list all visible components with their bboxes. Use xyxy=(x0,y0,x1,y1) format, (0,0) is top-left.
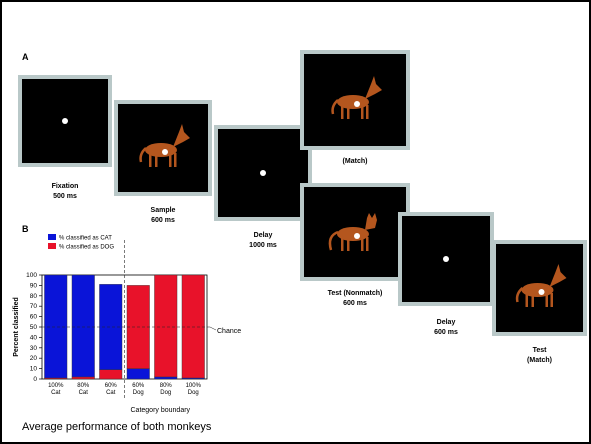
x-tick-label: 80% Cat xyxy=(77,383,90,396)
animal-leg xyxy=(366,105,369,119)
x-tick-label: 100% Cat xyxy=(48,383,64,396)
animal-tail xyxy=(331,99,339,115)
bar-segment xyxy=(154,274,178,378)
animal-head xyxy=(365,213,377,230)
fixation-dot xyxy=(62,118,68,124)
bar-segment xyxy=(71,376,95,380)
animal-leg xyxy=(361,105,364,119)
animal-head xyxy=(549,264,567,287)
legend-label: % classified as DOG xyxy=(59,245,114,251)
leader xyxy=(209,326,217,331)
bar-segment xyxy=(99,369,123,380)
legend-swatch xyxy=(48,234,56,240)
stimulus-label: Delay xyxy=(253,232,273,239)
annotation: Chance xyxy=(217,328,241,335)
animal-tail xyxy=(139,147,147,163)
y-tick-label: 10 xyxy=(30,366,38,373)
fixation-dot xyxy=(162,149,168,155)
y-tick-label: 20 xyxy=(30,355,38,362)
fixation-dot xyxy=(354,233,360,239)
annotation: Category boundary xyxy=(131,407,191,414)
animal-leg xyxy=(169,153,172,167)
y-axis-label: Percent classified xyxy=(13,297,20,357)
stimulus-label: Delay xyxy=(436,319,456,326)
y-tick-label: 0 xyxy=(33,376,37,383)
x-tick-label: 60% Cat xyxy=(104,383,117,396)
panel-label: B xyxy=(22,224,29,234)
stimulus-label: 600 ms xyxy=(434,329,458,336)
animal-leg xyxy=(341,237,344,251)
stimulus-label: Fixation xyxy=(51,183,79,190)
x-tick-label: 100% Dog xyxy=(185,383,201,396)
y-tick-label: 40 xyxy=(30,334,38,341)
x-tick-label: 60% Dog xyxy=(132,383,145,396)
stimulus-screen xyxy=(300,183,410,281)
animal-leg xyxy=(341,105,344,119)
animal-leg xyxy=(531,293,534,307)
stimulus-label: 600 ms xyxy=(343,300,367,307)
stimulus-label: Test xyxy=(532,347,547,354)
animal-leg xyxy=(545,293,548,307)
legend-label: % classified as CAT xyxy=(59,236,112,242)
animal-head xyxy=(365,76,382,99)
animal-leg xyxy=(550,293,553,307)
bar-segment xyxy=(181,274,205,379)
y-tick-label: 70 xyxy=(30,303,38,310)
animal-leg xyxy=(347,105,350,119)
bar-segment xyxy=(71,274,95,378)
animal-leg xyxy=(347,237,350,251)
y-tick-label: 80 xyxy=(30,293,38,300)
stimulus-label: 600 ms xyxy=(151,217,175,224)
fixation-dot xyxy=(443,256,449,262)
animal-tail xyxy=(515,287,524,303)
stimulus-screen xyxy=(114,100,212,196)
legend-swatch xyxy=(48,243,56,249)
bar-segment xyxy=(126,368,150,380)
animal-head xyxy=(173,124,190,147)
stimulus-label: 500 ms xyxy=(53,193,77,200)
y-tick-label: 90 xyxy=(30,282,38,289)
stimulus-label: 1000 ms xyxy=(249,242,277,249)
y-tick-label: 60 xyxy=(30,314,38,321)
animal-tail xyxy=(328,230,339,251)
stimulus-label: Test (Nonmatch) xyxy=(327,290,383,297)
x-tick-label: 80% Dog xyxy=(159,383,172,396)
animal-leg xyxy=(174,153,177,167)
stimulus-screen xyxy=(300,50,410,150)
fixation-dot xyxy=(538,289,545,295)
fixation-dot xyxy=(260,170,266,176)
stimulus-label: (Match) xyxy=(527,357,552,364)
y-tick-label: 30 xyxy=(30,345,38,352)
bar-segment xyxy=(154,376,178,380)
fixation-dot xyxy=(354,101,360,107)
caption: Average performance of both monkeys xyxy=(22,421,212,433)
stimulus-screen xyxy=(214,125,312,221)
stimulus-screen xyxy=(398,212,494,306)
animal-leg xyxy=(155,153,158,167)
animal-leg xyxy=(366,237,369,251)
stimulus-label: Sample xyxy=(150,207,176,214)
y-tick-label: 50 xyxy=(30,324,38,331)
stimulus-label: (Match) xyxy=(342,158,368,165)
panel-label: A xyxy=(22,52,29,62)
stimulus-screen xyxy=(18,75,112,167)
bar-segment xyxy=(44,274,68,379)
stimulus-screen xyxy=(492,240,587,336)
y-tick-label: 100 xyxy=(26,272,37,279)
animal-leg xyxy=(525,293,528,307)
animal-leg xyxy=(149,153,152,167)
animal-leg xyxy=(361,237,364,251)
